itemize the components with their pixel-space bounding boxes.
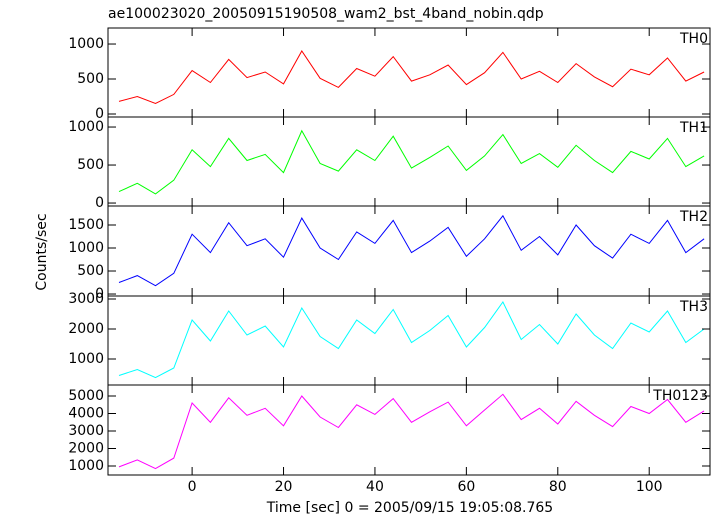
y-tick-label: 1000 (68, 351, 104, 367)
y-tick-label: 0 (95, 106, 104, 122)
panel-frame (107, 384, 711, 476)
series-label: TH2 (679, 209, 708, 225)
y-tick-label: 2000 (68, 441, 104, 457)
x-tick-label: 40 (366, 479, 384, 495)
x-axis-label: Time [sec] 0 = 2005/09/15 19:05:08.765 (266, 500, 553, 516)
y-axis-label: Counts/sec (34, 213, 50, 290)
series-line (118, 50, 705, 105)
series-line (118, 301, 705, 379)
series-label: TH3 (679, 299, 708, 315)
panel-frame (107, 27, 711, 118)
series-label: TH0123 (652, 388, 708, 404)
y-tick-label: 3000 (68, 423, 104, 439)
y-tick-label: 3000 (68, 291, 104, 307)
series-label: TH1 (679, 120, 708, 136)
x-tick-label: 80 (549, 479, 567, 495)
series-line (118, 214, 705, 287)
x-tick-label: 0 (188, 479, 197, 495)
y-tick-label: 500 (77, 157, 104, 173)
series-line (118, 393, 705, 470)
y-tick-label: 2000 (68, 321, 104, 337)
y-tick-label: 1000 (68, 36, 104, 52)
y-tick-label: 500 (77, 71, 104, 87)
y-tick-label: 0 (95, 286, 104, 302)
x-tick-label: 100 (636, 479, 663, 495)
y-tick-label: 4000 (68, 406, 104, 422)
y-tick-label: 1000 (68, 240, 104, 256)
y-tick-label: 1000 (68, 119, 104, 135)
y-tick-label: 0 (95, 195, 104, 211)
series-line (118, 129, 705, 195)
panel-frame (107, 116, 711, 207)
x-tick-label: 60 (457, 479, 475, 495)
y-tick-label: 1500 (68, 217, 104, 233)
y-tick-label: 1000 (68, 458, 104, 474)
panel-frame (107, 205, 711, 297)
series-label: TH0 (679, 31, 708, 47)
y-tick-label: 5000 (68, 388, 104, 404)
x-tick-label: 20 (275, 479, 293, 495)
chart-title: ae100023020_20050915190508_wam2_bst_4ban… (108, 6, 544, 22)
panel-frame (107, 295, 711, 386)
y-tick-label: 500 (77, 263, 104, 279)
